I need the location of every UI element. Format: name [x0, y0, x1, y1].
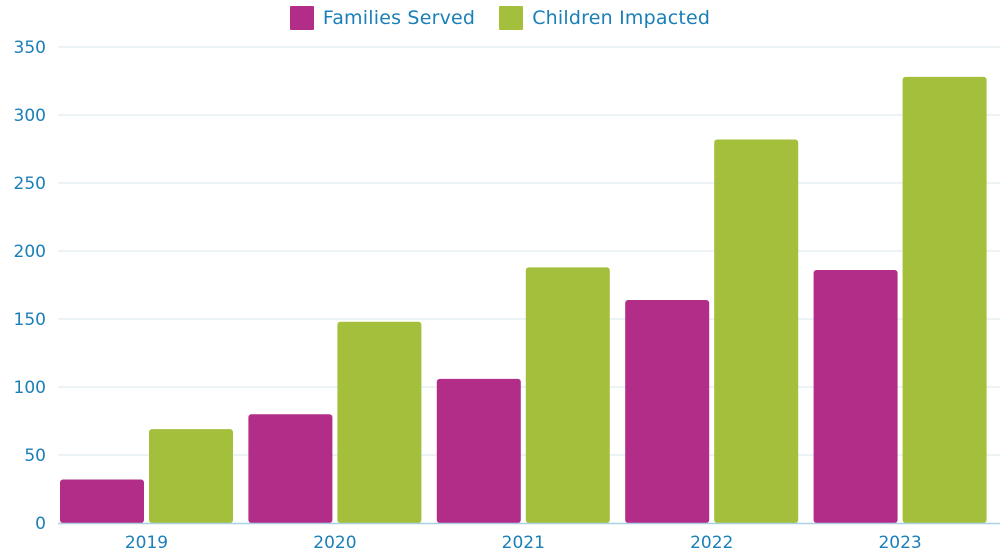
x-tick-label-2021: 2021	[502, 533, 545, 553]
y-tick-label-300: 300	[14, 106, 46, 126]
legend-swatch-families-served	[289, 6, 314, 30]
y-tick-label-100: 100	[14, 378, 46, 398]
y-tick-label-150: 150	[14, 310, 46, 330]
legend-item-families-served[interactable]: Families Served	[289, 6, 476, 30]
bar-children-impacted-2020	[337, 321, 422, 523]
x-tick-label-2020: 2020	[313, 533, 356, 553]
bar-families-served-2019	[60, 479, 144, 523]
legend-label-families-served: Families Served	[322, 7, 476, 29]
x-tick-label-2022: 2022	[690, 533, 733, 553]
y-tick-label-200: 200	[14, 242, 46, 262]
bar-families-served-2021	[436, 378, 521, 523]
bar-children-impacted-2021	[525, 267, 610, 523]
legend-label-children-impacted: Children Impacted	[532, 7, 711, 29]
y-tick-label-0: 0	[35, 514, 46, 534]
x-tick-label-2023: 2023	[878, 533, 921, 553]
bar-families-served-2023	[813, 270, 898, 523]
x-tick-label-2019: 2019	[125, 533, 168, 553]
bar-families-served-2022	[625, 299, 710, 523]
bar-children-impacted-2023	[902, 76, 987, 524]
y-tick-label-350: 350	[14, 38, 46, 58]
bar-children-impacted-2019	[149, 429, 233, 523]
y-tick-label-50: 50	[24, 446, 46, 466]
legend-swatch-children-impacted	[499, 6, 524, 30]
legend-item-children-impacted[interactable]: Children Impacted	[499, 6, 710, 30]
bar-families-served-2020	[248, 414, 333, 523]
y-tick-label-250: 250	[14, 174, 46, 194]
legend: Families Served Children Impacted	[0, 6, 1000, 30]
bar-children-impacted-2022	[714, 139, 799, 524]
